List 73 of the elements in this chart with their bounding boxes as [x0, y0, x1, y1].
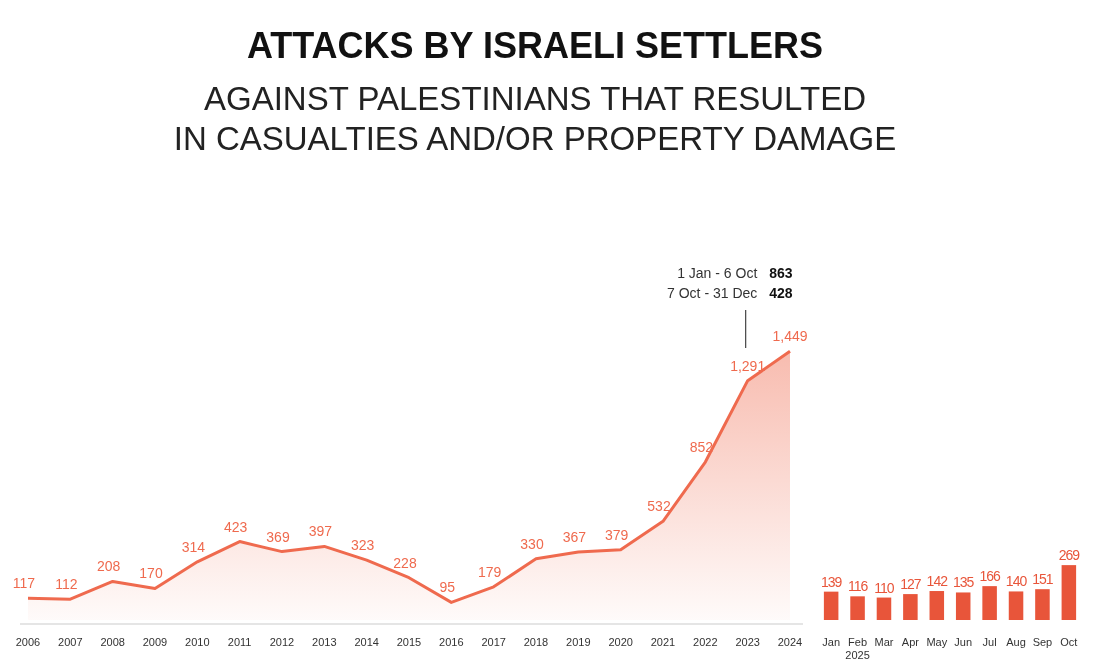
- data-label: 179: [477, 563, 502, 580]
- x-tick-label: 2010: [185, 636, 210, 648]
- chart-title: ATTACKS BY ISRAELI SETTLERS: [246, 25, 824, 66]
- data-label: 127: [900, 576, 922, 593]
- data-label: 135: [953, 574, 975, 591]
- bar: [982, 586, 997, 620]
- data-label: 397: [308, 523, 333, 540]
- text: 1 Jan - 6 Oct 863: [677, 265, 793, 281]
- x-tick-label: 2009: [142, 636, 168, 648]
- bar: [876, 597, 892, 620]
- x-tick-label: 2020: [608, 636, 633, 648]
- data-label: 228: [393, 554, 417, 571]
- bar: [850, 596, 865, 620]
- x-tick-label: 2023: [735, 636, 760, 648]
- data-label: 166: [979, 568, 1002, 585]
- bar: [1035, 589, 1050, 620]
- x-tick-label: 2007: [58, 636, 83, 648]
- x-tick-label: 2024: [777, 636, 803, 648]
- x-tick-label: 2008: [100, 636, 125, 648]
- data-label: 367: [562, 528, 587, 545]
- data-label: 151: [1032, 571, 1054, 588]
- data-label: 314: [181, 538, 206, 555]
- text: 7 Oct - 31 Dec 428: [667, 285, 793, 301]
- x-tick-label: Jan: [822, 636, 841, 648]
- x-tick-label: Mar: [874, 636, 894, 648]
- x-tick-label: 2017: [481, 636, 506, 648]
- x-tick-label: 2011: [227, 636, 252, 648]
- x-tick-label: Apr: [901, 636, 920, 648]
- data-label: 117: [12, 575, 36, 592]
- x-tick-label: Jun: [954, 636, 973, 648]
- x-tick-label: 2013: [312, 636, 337, 648]
- x-tick-label: Sep: [1032, 636, 1053, 648]
- x-tick-label: Aug: [1006, 636, 1026, 648]
- data-label: 423: [223, 518, 248, 535]
- bar: [1061, 565, 1077, 620]
- data-label: 208: [96, 558, 121, 575]
- data-label: 95: [439, 579, 456, 596]
- x-tick-label: Oct: [1060, 636, 1078, 648]
- data-label: 112: [55, 576, 78, 593]
- data-label: 110: [874, 579, 895, 596]
- data-label: 1,449: [772, 328, 808, 345]
- x-tick-label: 2014: [354, 636, 379, 648]
- x-tick-label: 2015: [396, 636, 422, 648]
- data-label: 852: [689, 439, 714, 456]
- x-tick-label: 2022: [693, 636, 718, 648]
- data-label: 140: [1005, 573, 1028, 590]
- x-tick-label: Jul: [982, 636, 997, 648]
- data-label: 142: [926, 573, 949, 590]
- bar: [823, 591, 839, 620]
- data-label: 532: [647, 498, 671, 515]
- x-axis-title: 2025: [845, 649, 870, 661]
- x-tick-label: May: [926, 636, 948, 648]
- x-tick-label: 2018: [523, 636, 549, 648]
- data-label: 379: [604, 526, 629, 543]
- x-tick-label: 2019: [566, 636, 591, 648]
- data-label: 369: [266, 528, 290, 545]
- data-label: 116: [847, 578, 869, 595]
- x-tick-label: Feb: [848, 636, 868, 648]
- data-label: 330: [520, 535, 544, 552]
- data-label: 1,291: [730, 357, 766, 374]
- bar: [1008, 591, 1024, 620]
- bar: [903, 594, 918, 620]
- data-label: 323: [350, 537, 375, 554]
- chart-subtitle: AGAINST PALESTINIANS THAT RESULTED IN CASUALTIES AND/OR PROPERTY DAMAGE: [173, 80, 897, 157]
- x-tick-label: 2006: [15, 636, 41, 648]
- data-label: 139: [820, 573, 843, 590]
- x-tick-label: 2012: [269, 636, 295, 648]
- bar: [955, 592, 971, 620]
- data-label: 170: [139, 565, 163, 582]
- x-tick-label: 2016: [439, 636, 464, 648]
- data-label: 269: [1058, 547, 1081, 564]
- x-tick-label: 2021: [650, 636, 676, 648]
- bar: [929, 591, 945, 620]
